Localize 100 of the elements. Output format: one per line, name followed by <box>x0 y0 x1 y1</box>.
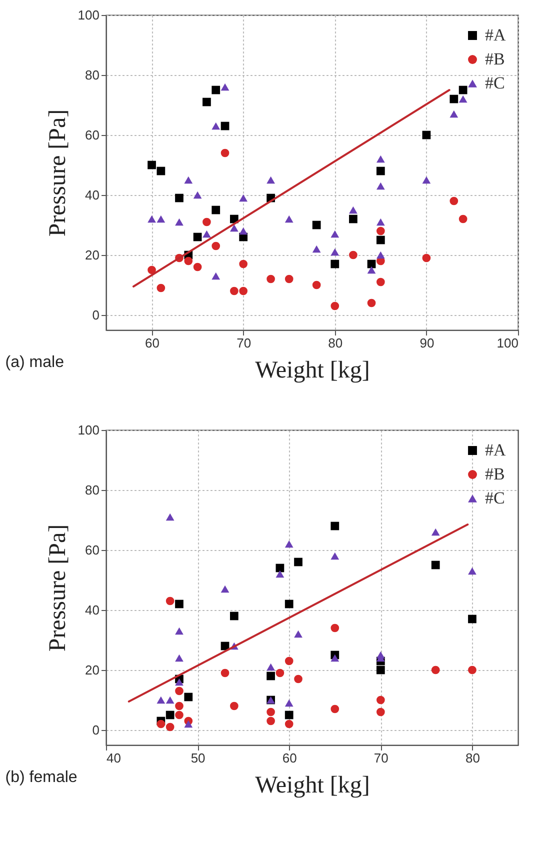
point <box>450 94 458 104</box>
point <box>284 656 294 666</box>
point <box>431 560 440 570</box>
point <box>212 86 220 94</box>
point <box>175 686 184 696</box>
point <box>266 708 275 716</box>
point <box>175 710 184 720</box>
point <box>175 678 184 686</box>
point <box>349 250 358 260</box>
y-tick-label: 0 <box>92 308 100 322</box>
point <box>202 98 211 106</box>
point <box>175 702 184 710</box>
x-tick-label: 60 <box>282 750 297 766</box>
point <box>166 710 174 720</box>
y-tick-label: 80 <box>85 68 100 82</box>
point <box>166 596 174 606</box>
point <box>458 86 468 94</box>
point <box>230 702 238 710</box>
point <box>175 627 184 635</box>
point <box>148 215 156 223</box>
point <box>156 215 166 223</box>
point <box>202 230 211 238</box>
point <box>184 692 193 702</box>
point <box>376 182 385 190</box>
point <box>450 196 458 206</box>
legend-label: #A <box>485 440 506 460</box>
y-tick-label: 0 <box>92 722 100 738</box>
point <box>367 266 376 274</box>
point <box>239 194 248 202</box>
point <box>376 251 385 259</box>
point <box>330 552 340 560</box>
point <box>266 672 275 680</box>
point <box>376 236 385 244</box>
legend-label: #B <box>485 50 505 68</box>
point <box>175 654 184 662</box>
point <box>376 666 385 674</box>
point <box>458 95 468 103</box>
point <box>220 668 230 678</box>
point <box>212 122 220 130</box>
legend-label: #A <box>485 26 506 44</box>
point <box>284 540 294 548</box>
x-tick-label: 40 <box>106 750 121 766</box>
point <box>175 194 184 202</box>
point <box>193 191 202 199</box>
point <box>220 83 230 91</box>
y-axis-title: Pressure [Pa] <box>44 109 71 237</box>
point <box>156 284 166 292</box>
point <box>376 166 385 176</box>
x-tick-label: 70 <box>236 336 252 350</box>
point <box>202 218 211 226</box>
y-tick-label: 80 <box>85 482 100 498</box>
y-tick-label: 60 <box>85 128 100 142</box>
point <box>284 720 294 728</box>
y-axis-title: Pressure [Pa] <box>44 524 71 652</box>
point <box>284 215 294 223</box>
point <box>422 254 431 262</box>
point <box>166 696 174 704</box>
point <box>175 218 184 226</box>
point <box>175 600 184 608</box>
x-tick-label: 60 <box>145 336 160 350</box>
point <box>294 558 302 566</box>
x-axis-title: Weight [kg] <box>255 358 370 384</box>
point <box>239 286 248 296</box>
point <box>330 248 340 256</box>
point <box>184 176 193 184</box>
y-tick-label: 40 <box>85 188 100 202</box>
point <box>330 302 340 310</box>
point <box>458 214 468 224</box>
point <box>330 522 340 530</box>
text: (a) male <box>5 354 64 371</box>
point <box>312 220 321 230</box>
point <box>220 585 230 593</box>
legend-label: #C <box>485 488 505 508</box>
point <box>376 226 385 236</box>
point <box>376 218 385 226</box>
point <box>284 699 294 707</box>
point <box>156 166 166 176</box>
x-tick-label: 50 <box>190 750 206 766</box>
point <box>212 206 220 214</box>
point <box>212 272 220 280</box>
point <box>376 155 385 163</box>
y-tick-label: 100 <box>78 422 100 438</box>
point <box>276 668 284 678</box>
point <box>266 274 275 284</box>
point <box>266 663 275 671</box>
x-axis-title: Weight [kg] <box>255 772 370 798</box>
point <box>349 206 358 214</box>
point <box>212 242 220 250</box>
y-tick-label: 60 <box>85 542 100 558</box>
point <box>312 280 321 290</box>
point <box>376 696 385 704</box>
point <box>376 278 385 286</box>
text: (b) female <box>5 769 78 786</box>
x-tick-label: 70 <box>374 750 388 766</box>
point <box>239 227 248 235</box>
point <box>148 266 156 274</box>
legend-label: #B <box>485 464 505 484</box>
point <box>312 245 321 253</box>
x-tick-label: 100 <box>496 336 518 350</box>
point <box>276 570 284 578</box>
